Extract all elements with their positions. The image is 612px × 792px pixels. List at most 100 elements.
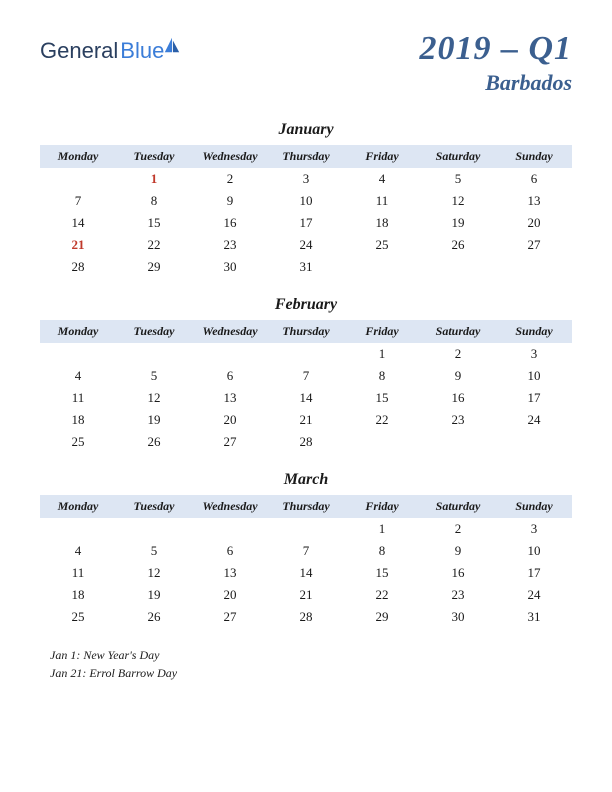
calendar-cell: 15 [116, 212, 192, 234]
calendar-cell: 17 [268, 212, 344, 234]
calendar-cell: 5 [116, 540, 192, 562]
calendar-cell: 2 [420, 518, 496, 540]
calendar-cell [420, 256, 496, 278]
holidays-list: Jan 1: New Year's Day Jan 21: Errol Barr… [40, 646, 572, 682]
calendar-cell: 27 [496, 234, 572, 256]
calendar-cell: 26 [116, 431, 192, 453]
calendar-row: 14151617181920 [40, 212, 572, 234]
weekday-header: Thursday [268, 495, 344, 518]
calendar-cell: 7 [268, 540, 344, 562]
calendar-cell: 2 [192, 168, 268, 190]
calendar-row: 18192021222324 [40, 584, 572, 606]
calendar-cell: 25 [40, 606, 116, 628]
calendar-cell: 29 [116, 256, 192, 278]
calendar-cell: 19 [116, 584, 192, 606]
calendar-cell: 21 [268, 584, 344, 606]
title-block: 2019 – Q1 Barbados [419, 30, 572, 96]
calendar-row: 123456 [40, 168, 572, 190]
calendar-cell [116, 518, 192, 540]
calendar-cell: 16 [420, 387, 496, 409]
calendar-cell: 19 [116, 409, 192, 431]
calendar-cell: 14 [40, 212, 116, 234]
calendar-cell: 23 [420, 584, 496, 606]
calendar-cell: 1 [344, 343, 420, 365]
logo: General Blue [40, 38, 184, 64]
calendar-row: 45678910 [40, 365, 572, 387]
calendar-cell: 10 [496, 540, 572, 562]
calendar-cell: 23 [192, 234, 268, 256]
calendar-row: 21222324252627 [40, 234, 572, 256]
calendar-cell: 10 [268, 190, 344, 212]
weekday-header: Sunday [496, 145, 572, 168]
calendar-cell [344, 431, 420, 453]
calendar-cell: 18 [40, 409, 116, 431]
calendar-cell: 11 [344, 190, 420, 212]
calendar-row: 28293031 [40, 256, 572, 278]
calendar-cell: 10 [496, 365, 572, 387]
calendar-cell: 23 [420, 409, 496, 431]
calendar-row: 25262728293031 [40, 606, 572, 628]
weekday-header: Saturday [420, 495, 496, 518]
calendar-cell: 5 [116, 365, 192, 387]
calendar-cell: 22 [344, 409, 420, 431]
calendar-cell: 17 [496, 387, 572, 409]
calendar-cell: 31 [496, 606, 572, 628]
holiday-note: Jan 1: New Year's Day [50, 646, 572, 664]
calendar-cell: 26 [420, 234, 496, 256]
calendar-cell: 4 [40, 540, 116, 562]
calendar-cell: 16 [420, 562, 496, 584]
calendar-cell: 21 [40, 234, 116, 256]
calendar-cell: 7 [40, 190, 116, 212]
logo-text-blue: Blue [120, 38, 164, 64]
weekday-header: Wednesday [192, 145, 268, 168]
weekday-header: Tuesday [116, 495, 192, 518]
calendar-cell: 16 [192, 212, 268, 234]
calendar-cell: 4 [344, 168, 420, 190]
calendar-row: 25262728 [40, 431, 572, 453]
calendar-cell: 8 [344, 540, 420, 562]
weekday-header: Tuesday [116, 320, 192, 343]
month-block: MarchMondayTuesdayWednesdayThursdayFrida… [40, 471, 572, 628]
calendar-cell: 12 [116, 562, 192, 584]
logo-sail-icon [163, 36, 181, 54]
weekday-header: Wednesday [192, 320, 268, 343]
calendar-cell: 5 [420, 168, 496, 190]
weekday-header: Friday [344, 320, 420, 343]
calendar-cell: 9 [420, 365, 496, 387]
calendar-cell: 22 [116, 234, 192, 256]
calendar-cell: 1 [344, 518, 420, 540]
calendar-cell [420, 431, 496, 453]
calendar-table: MondayTuesdayWednesdayThursdayFridaySatu… [40, 145, 572, 278]
calendar-table: MondayTuesdayWednesdayThursdayFridaySatu… [40, 495, 572, 628]
calendar-cell: 8 [344, 365, 420, 387]
calendar-cell: 24 [496, 584, 572, 606]
calendar-cell: 3 [268, 168, 344, 190]
calendar-row: 123 [40, 343, 572, 365]
weekday-header: Thursday [268, 320, 344, 343]
calendar-cell: 1 [116, 168, 192, 190]
weekday-header: Monday [40, 145, 116, 168]
calendar-cell: 6 [192, 365, 268, 387]
calendar-cell [116, 343, 192, 365]
month-block: FebruaryMondayTuesdayWednesdayThursdayFr… [40, 296, 572, 453]
calendar-cell: 22 [344, 584, 420, 606]
calendar-cell: 13 [192, 562, 268, 584]
calendar-cell: 4 [40, 365, 116, 387]
weekday-header: Monday [40, 495, 116, 518]
calendar-cell: 17 [496, 562, 572, 584]
calendar-cell [496, 256, 572, 278]
weekday-header: Saturday [420, 320, 496, 343]
calendar-cell: 31 [268, 256, 344, 278]
calendar-cell: 15 [344, 387, 420, 409]
calendar-row: 18192021222324 [40, 409, 572, 431]
calendar-cell: 30 [420, 606, 496, 628]
calendar-cell: 14 [268, 387, 344, 409]
calendar-cell: 12 [420, 190, 496, 212]
calendar-cell: 9 [192, 190, 268, 212]
calendar-cell: 24 [268, 234, 344, 256]
weekday-header: Friday [344, 495, 420, 518]
calendar-cell: 30 [192, 256, 268, 278]
calendar-cell: 27 [192, 606, 268, 628]
calendar-cell: 20 [192, 409, 268, 431]
calendar-row: 123 [40, 518, 572, 540]
